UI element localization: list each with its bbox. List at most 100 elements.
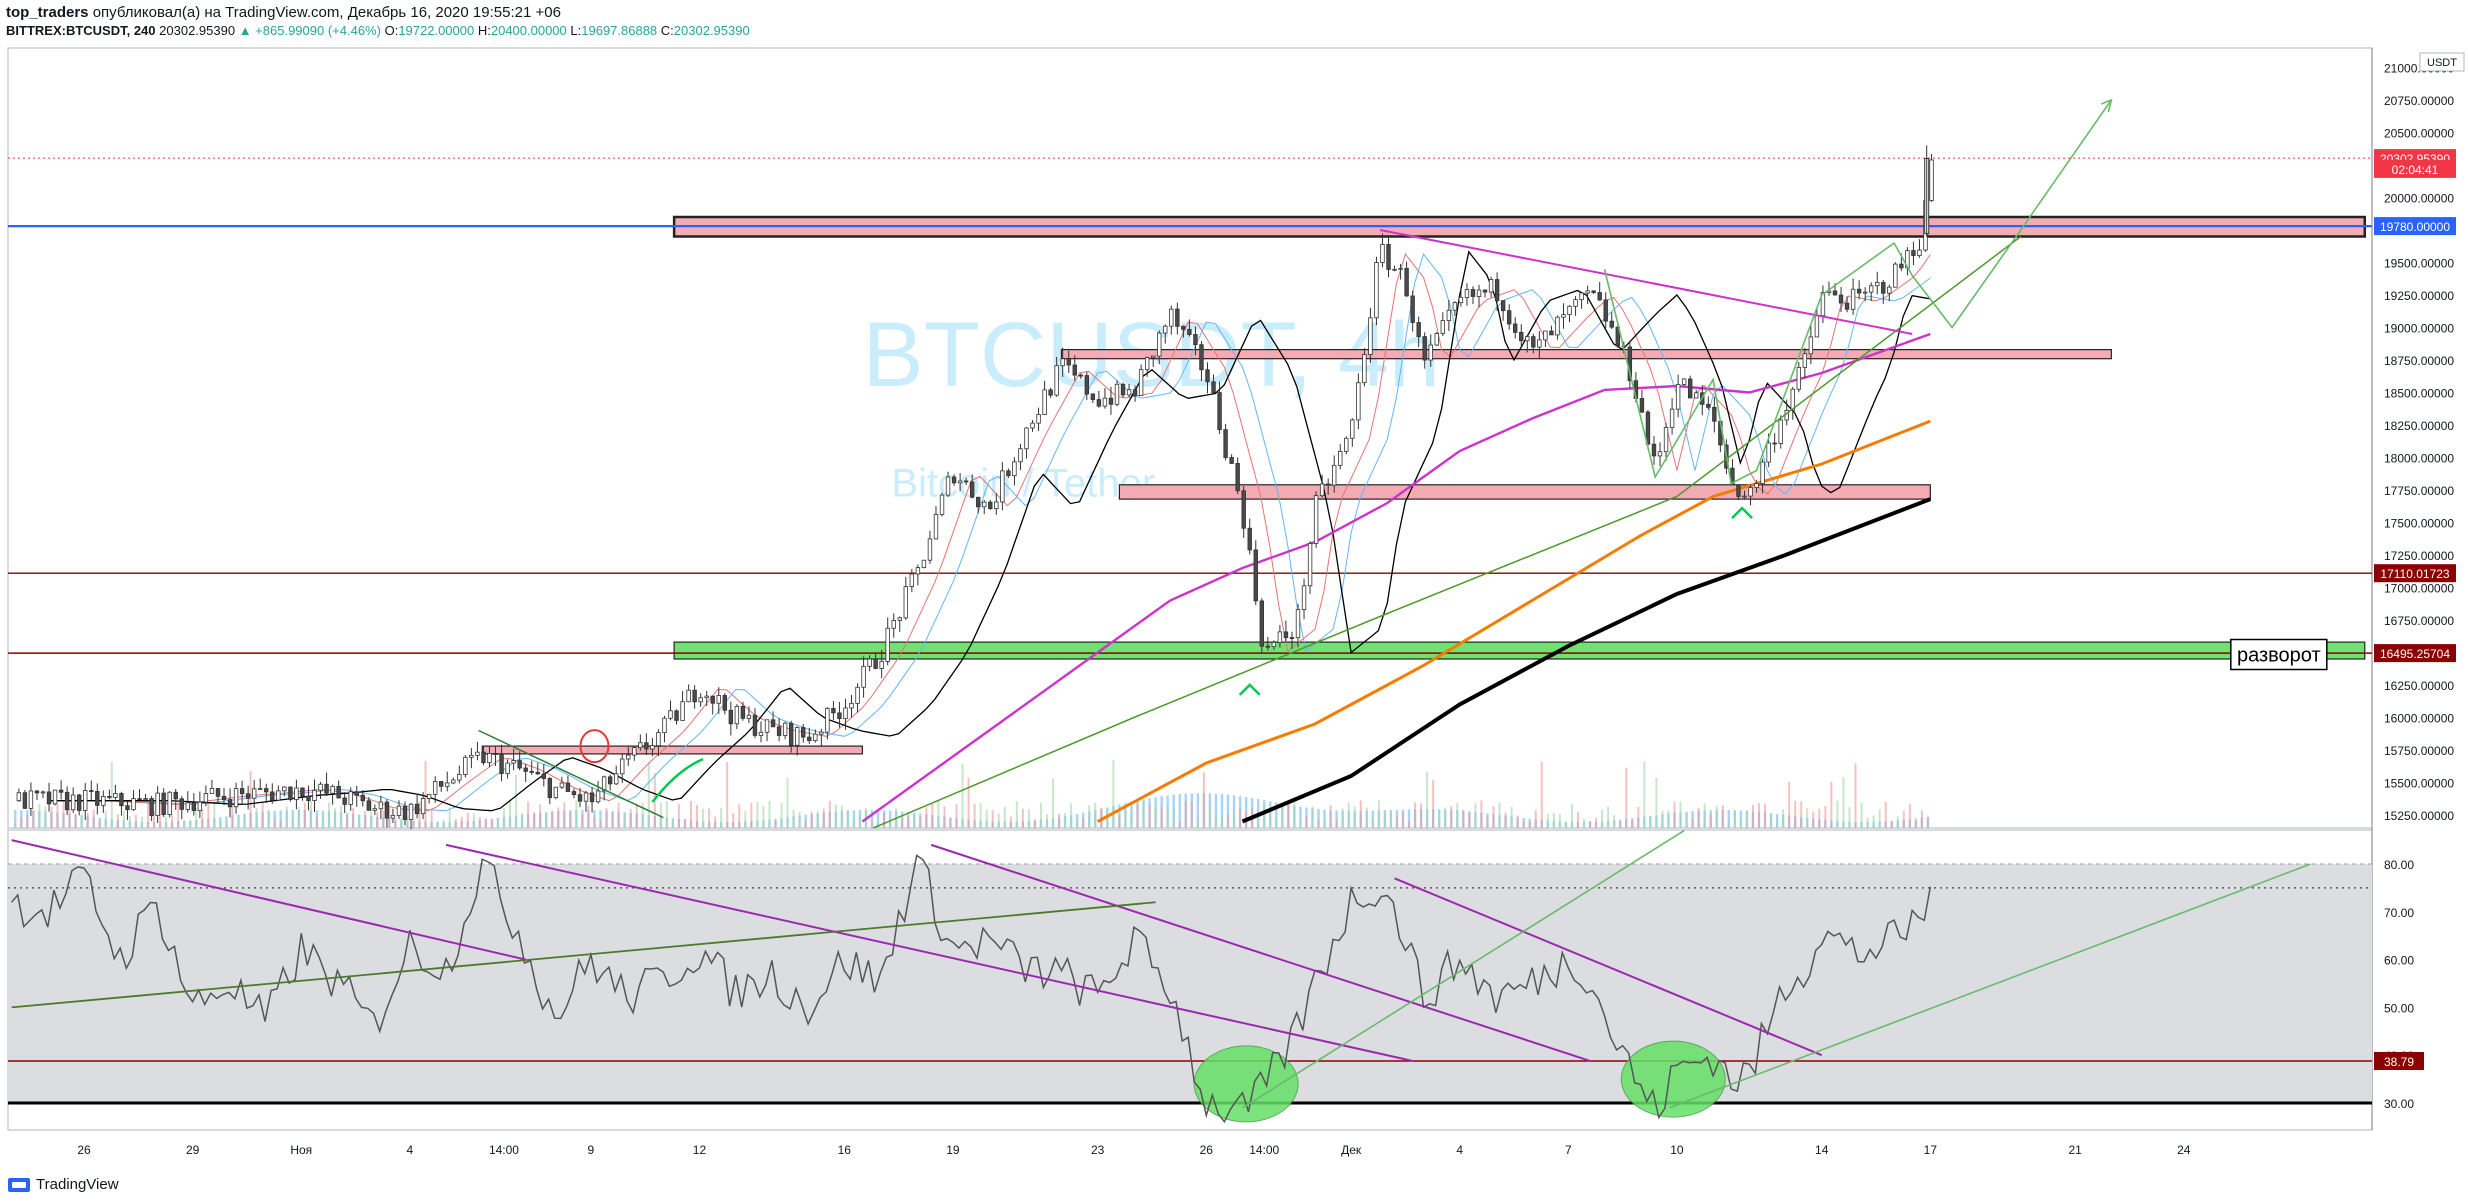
candle-body [1567,305,1572,316]
candle-body [855,686,860,704]
open-value: 19722.00000 [398,23,475,38]
volume-bar [1003,806,1006,828]
candle-body [342,797,347,805]
volume-bar [1353,806,1356,828]
volume-bar [1118,815,1121,828]
green-caret-mark [1731,506,1753,519]
candle-body [1675,384,1681,410]
candle-body [1157,332,1162,357]
candle-body [414,803,420,815]
volume-bar [321,813,324,828]
volume-bar [1564,821,1567,828]
volume-bar [1136,804,1139,828]
time-tick-label: 9 [588,1143,595,1157]
candle-body [1585,290,1590,294]
candle-body [179,798,184,810]
candle-body [1929,159,1934,201]
candle-body [1603,299,1608,322]
volume-bar [1739,818,1742,828]
candle-body [209,788,215,794]
volume-bar [430,808,433,828]
volume-bar [1510,806,1513,828]
candle-body [1175,308,1180,327]
volume-bar [1685,813,1688,828]
candle-body [396,805,402,816]
volume-bar [1727,821,1730,828]
candle-body [1766,442,1771,463]
volume-bar [1305,815,1308,828]
volume-bar [44,806,47,828]
candle-body [1706,403,1711,408]
candle-body [487,753,492,764]
volume-bar [1142,801,1145,828]
candle-body [644,742,649,750]
candle-body [191,802,197,812]
volume-bar [1613,815,1616,828]
volume-bar [575,800,578,828]
volume-bar [213,802,216,828]
candle-body [1754,483,1759,488]
volume-bar [1589,821,1592,828]
candle-body [734,705,740,725]
candle-body [1289,637,1295,639]
candle-body [1609,320,1614,328]
high-value: 20400.00000 [490,23,567,38]
green-caret-mark [1238,683,1261,696]
price-change: ▲ +865.99090 (+4.46%) [238,23,381,38]
volume-bar [798,811,801,828]
volume-bar [134,814,137,828]
volume-bar [1281,808,1284,828]
candle-body [831,708,836,714]
candle-body [1247,527,1252,551]
price-axis-label-text-1: 02:04:41 [2392,163,2439,177]
volume-bar [877,821,880,828]
footer-brand[interactable]: TradingView [36,1176,119,1193]
volume-bar [1727,810,1731,828]
volume-bar [1426,771,1429,828]
candle-body [547,778,553,799]
volume-bar [581,814,584,828]
volume-bar [1800,801,1803,828]
volume-bar [629,809,632,828]
volume-bar [1625,767,1628,828]
volume-bar [225,821,228,828]
volume-bar [919,816,922,828]
time-tick-label: 14 [1815,1143,1829,1157]
candle-body [1283,631,1289,638]
candle-body [1513,323,1518,333]
candle-body [819,731,824,735]
volume-bar [744,810,747,828]
volume-bar [1359,800,1362,828]
candle-body [1126,389,1132,396]
candle-body [1241,490,1246,529]
volume-bar [1872,815,1875,828]
volume-bar [436,821,439,828]
volume-bar [1679,801,1682,828]
candle-body [89,790,94,792]
volume-bar [424,760,427,828]
candle-body [1506,310,1512,325]
candle-body [360,794,365,802]
candle-body [1319,483,1325,497]
author-name[interactable]: top_traders [6,4,89,21]
volume-bar [647,761,650,828]
candle-body [680,701,685,721]
price-tick-label: 16750.00000 [2384,614,2454,628]
candle-body [837,712,842,720]
candle-body [885,627,890,662]
volume-bar [1437,809,1441,828]
time-tick-label: 17 [1924,1143,1938,1157]
candle-body [1555,316,1560,336]
volume-bar [515,775,518,828]
candle-body [1452,302,1458,311]
volume-bar [382,810,385,828]
price-tick-label: 19250.00000 [2384,289,2454,303]
volume-bar [68,809,71,828]
volume-bar [1329,805,1332,828]
candle-body [963,480,969,483]
candle-body [155,792,160,816]
volume-bar [1269,807,1272,828]
volume-bar [1890,821,1893,828]
volume-bar [888,810,892,828]
